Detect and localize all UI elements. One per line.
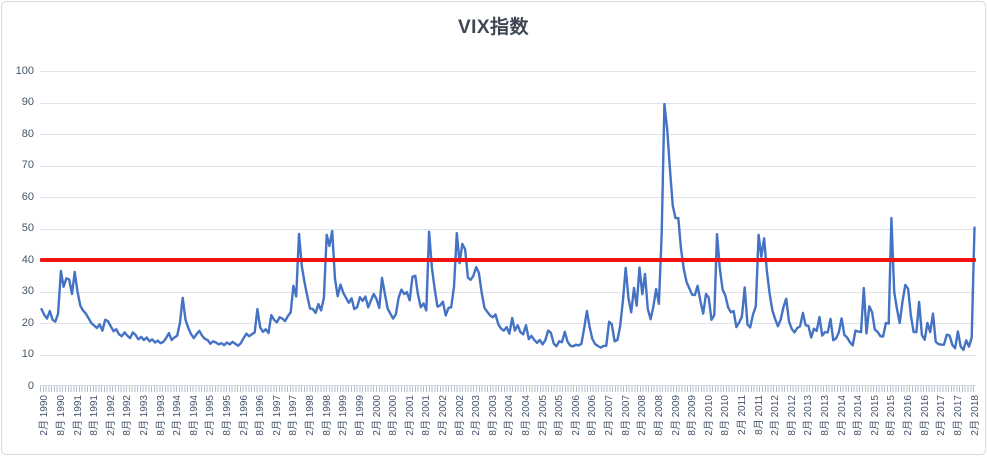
x-axis-label: 2月 2008 (637, 395, 649, 436)
y-axis-label: 50 (21, 222, 34, 234)
x-axis-label: 2月 2001 (404, 395, 416, 436)
y-axis-label: 0 (27, 379, 34, 392)
plot-area (40, 71, 976, 386)
x-axis-label: 8月 1992 (122, 395, 134, 436)
x-axis-label: 2月 2014 (836, 395, 848, 436)
x-axis-label: 2月 2002 (437, 395, 449, 436)
x-axis-label: 8月 1991 (89, 395, 101, 436)
y-axis-label: 70 (21, 159, 34, 171)
x-axis-label: 8月 2008 (653, 395, 665, 436)
x-axis-label: 8月 2009 (687, 395, 699, 436)
x-axis-label: 2月 2016 (903, 395, 915, 436)
chart-title: VIX指数 (457, 17, 530, 38)
x-axis-label: 2月 1991 (72, 395, 84, 436)
x-axis-label: 8月 2013 (820, 395, 831, 436)
x-axis-label: 2月 1997 (271, 395, 283, 436)
x-axis-label: 8月 2001 (421, 395, 433, 436)
x-axis-label: 8月 1995 (222, 395, 233, 436)
x-axis-label: 8月 2015 (886, 395, 898, 436)
x-axis-label: 8月 1990 (55, 395, 67, 436)
x-axis-label: 8月 2004 (521, 395, 532, 436)
y-axis-label: 80 (21, 127, 34, 140)
x-axis-line (40, 385, 976, 386)
x-axis-label: 8月 2014 (853, 395, 865, 436)
gridline (40, 354, 976, 356)
x-axis-label: 8月 2011 (753, 395, 765, 435)
x-axis-label: 8月 2017 (952, 395, 964, 436)
x-axis-label: 2月 2007 (604, 395, 616, 436)
gridline (40, 228, 976, 230)
x-axis-label: 2月 1994 (172, 395, 184, 436)
x-axis-label: 2月 2004 (504, 395, 516, 436)
x-axis-label: 2月 2013 (803, 395, 815, 436)
x-axis-label: 8月 1996 (255, 395, 267, 436)
gridline (40, 165, 976, 167)
x-axis-label: 8月 2007 (620, 395, 632, 436)
x-axis-label: 8月 2016 (919, 395, 931, 436)
y-axis-label: 30 (21, 285, 34, 297)
vix-line-series (40, 102, 976, 351)
x-axis-label: 8月 2006 (587, 395, 599, 436)
x-axis-label: 2月 2000 (371, 395, 383, 436)
x-axis-label: 2月 2003 (471, 395, 483, 436)
x-axis-label: 8月 1997 (288, 395, 300, 436)
y-axis-label: 20 (21, 316, 34, 329)
x-axis-label: 8月 1998 (321, 395, 333, 436)
x-axis-label: 8月 2010 (720, 395, 732, 436)
x-axis-label: 2月 2006 (570, 395, 582, 436)
gridline (40, 323, 976, 324)
x-axis-label: 2月 2010 (703, 395, 715, 436)
gridline (40, 134, 976, 135)
gridline (40, 197, 976, 198)
gridline (40, 291, 976, 293)
x-axis-label: 2月 2011 (736, 395, 748, 435)
x-axis-label: 2月 2005 (537, 395, 549, 436)
x-axis-label: 2月 1998 (305, 395, 316, 436)
x-axis-label: 8月 2002 (454, 395, 466, 436)
x-axis-label: 2月 2009 (670, 395, 682, 436)
x-axis-label: 8月 1993 (155, 395, 167, 436)
x-axis-label: 2月 1999 (338, 395, 350, 436)
gridline (40, 71, 976, 72)
y-axis-label: 10 (21, 348, 34, 360)
y-axis-label: 100 (15, 64, 34, 77)
x-axis-label: 8月 2012 (786, 395, 798, 436)
y-axis-label: 90 (21, 96, 34, 108)
x-axis-label: 2月 1990 (39, 395, 51, 436)
x-axis-label: 2月 1995 (205, 395, 217, 436)
reference-line (40, 258, 976, 262)
x-axis-label: 2月 1992 (105, 395, 117, 436)
x-axis-label: 8月 2005 (554, 395, 566, 436)
x-axis-label: 2月 2018 (969, 395, 981, 436)
x-axis-ticks (40, 386, 976, 392)
gridline (40, 102, 976, 104)
x-axis-label: 8月 2000 (388, 395, 400, 436)
x-axis-label: 2月 2017 (936, 395, 948, 436)
x-axis-label: 2月 1996 (238, 395, 250, 436)
x-axis-label: 8月 1999 (354, 395, 366, 436)
x-axis-label: 2月 2012 (770, 395, 782, 436)
y-axis-label: 60 (21, 190, 34, 203)
x-axis-label: 2月 1993 (138, 395, 150, 436)
x-axis-label: 8月 2003 (487, 395, 499, 436)
x-axis-label: 8月 1994 (188, 395, 200, 436)
x-axis-label: 2月 2015 (869, 395, 881, 436)
y-axis-label: 40 (21, 253, 34, 266)
